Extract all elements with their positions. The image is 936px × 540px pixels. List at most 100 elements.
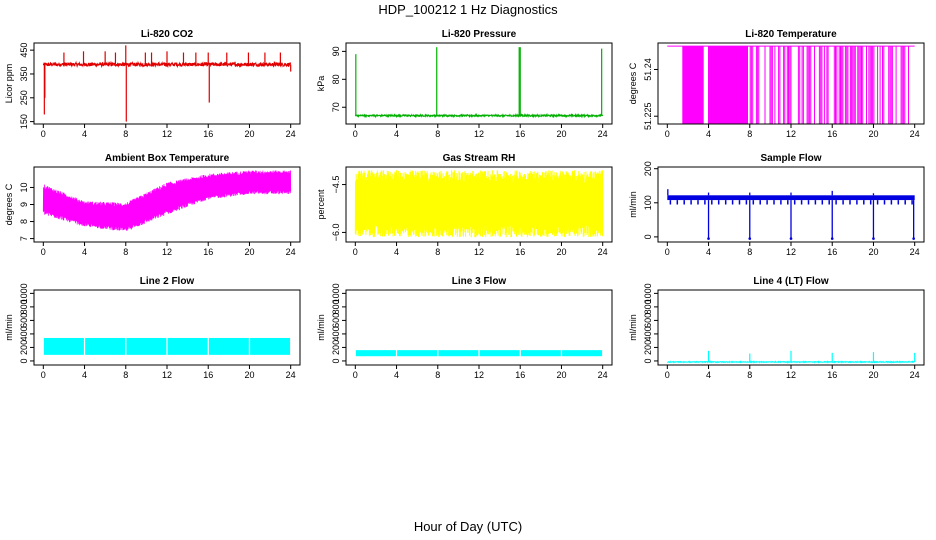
x-tick-label: 8 — [747, 370, 752, 380]
x-tick-label: 20 — [556, 247, 566, 257]
y-tick-label: 51.24 — [643, 58, 653, 81]
panel-co2: Li-820 CO2 0 4 8 12 16 20 24 150 250 350 450 Licor p… — [4, 29, 301, 139]
y-tick-label: 8 — [19, 219, 29, 224]
y-tick-label: 600 — [643, 313, 653, 328]
y-tick-label: 800 — [19, 299, 29, 314]
x-tick-label: 24 — [598, 370, 608, 380]
y-tick-label: 0 — [331, 358, 341, 363]
panel-title: Ambient Box Temperature — [105, 153, 230, 164]
series-drops — [682, 46, 909, 124]
x-tick-label: 20 — [868, 247, 878, 257]
series-line — [354, 112, 604, 119]
x-tick-label: 12 — [162, 247, 172, 257]
x-tick-label: 24 — [286, 370, 296, 380]
figure-title: HDP_100212 1 Hz Diagnostics — [378, 2, 558, 17]
y-tick-label: −6.0 — [331, 224, 341, 242]
x-tick-label: 12 — [162, 370, 172, 380]
y-tick-label: 51.225 — [643, 102, 653, 130]
x-tick-label: 20 — [556, 370, 566, 380]
panel-title: Li-820 CO2 — [141, 29, 194, 40]
series-band — [208, 337, 249, 355]
x-tick-label: 24 — [598, 129, 608, 139]
y-tick-label: 1000 — [331, 283, 341, 303]
panel-title: Sample Flow — [760, 153, 821, 164]
x-tick-label: 4 — [82, 370, 87, 380]
x-tick-label: 0 — [353, 247, 358, 257]
x-tick-label: 16 — [827, 247, 837, 257]
y-tick-label: 0 — [643, 234, 653, 239]
series-band — [85, 337, 126, 355]
dip-point — [789, 237, 793, 240]
dip-point — [707, 237, 710, 240]
x-tick-label: 12 — [474, 129, 484, 139]
panel-title: Gas Stream RH — [443, 153, 516, 164]
series-line — [42, 60, 292, 69]
x-tick-label: 24 — [598, 247, 608, 257]
x-tick-label: 4 — [82, 129, 87, 139]
y-axis-label: Licor ppm — [4, 64, 14, 104]
y-tick-label: 600 — [19, 313, 29, 328]
x-tick-label: 4 — [394, 129, 399, 139]
y-tick-label: 1000 — [643, 283, 653, 303]
series-line — [42, 170, 292, 231]
y-tick-label: 80 — [331, 74, 341, 84]
y-tick-label: 1000 — [19, 283, 29, 303]
panel-ambient_temp: Ambient Box Temperature 0 4 8 12 16 20 24 7 8 9 10 d… — [4, 153, 301, 257]
y-tick-label: 800 — [643, 299, 653, 314]
x-tick-label: 12 — [786, 129, 796, 139]
x-tick-label: 20 — [556, 129, 566, 139]
y-tick-label: 800 — [331, 299, 341, 314]
x-tick-label: 4 — [394, 247, 399, 257]
x-tick-label: 4 — [706, 129, 711, 139]
series-small-dips — [669, 200, 913, 205]
panel-rh: Gas Stream RH 0 4 8 12 16 20 24 −6.0 −4.5 percent — [316, 153, 613, 257]
y-tick-label: 450 — [19, 43, 29, 58]
y-tick-label: 250 — [19, 90, 29, 105]
dip-point — [748, 237, 752, 240]
y-axis-label: percent — [316, 189, 326, 220]
x-tick-label: 12 — [786, 370, 796, 380]
figure-xlabel: Hour of Day (UTC) — [414, 519, 522, 534]
y-tick-label: 400 — [331, 326, 341, 341]
x-tick-label: 4 — [706, 370, 711, 380]
series-band — [355, 350, 396, 357]
series-band — [479, 350, 520, 357]
panels-grid: Li-820 CO2 0 4 8 12 16 20 24 150 250 350 450 Licor p… — [4, 29, 925, 380]
panel-title: Line 3 Flow — [452, 276, 507, 287]
x-tick-label: 0 — [353, 370, 358, 380]
x-tick-label: 16 — [203, 370, 213, 380]
series-band — [250, 337, 291, 355]
x-tick-label: 4 — [394, 370, 399, 380]
y-tick-label: 600 — [331, 313, 341, 328]
y-axis-label: ml/min — [316, 314, 326, 341]
panel-line4_flow: Line 4 (LT) Flow 0 4 8 12 16 20 24 0 200400600800… — [628, 276, 925, 380]
plot-frame — [345, 42, 613, 125]
y-tick-label: 150 — [19, 114, 29, 129]
series-band — [126, 337, 167, 355]
x-tick-label: 8 — [747, 247, 752, 257]
x-tick-label: 16 — [203, 129, 213, 139]
series-band — [167, 337, 208, 355]
x-tick-label: 20 — [244, 129, 254, 139]
series-band — [520, 350, 561, 357]
x-tick-label: 8 — [747, 129, 752, 139]
x-tick-label: 16 — [827, 129, 837, 139]
x-tick-label: 20 — [868, 370, 878, 380]
y-axis-label: ml/min — [628, 191, 638, 218]
x-tick-label: 16 — [827, 370, 837, 380]
y-tick-label: 200 — [643, 161, 653, 176]
x-tick-label: 16 — [515, 129, 525, 139]
x-tick-label: 0 — [41, 370, 46, 380]
x-tick-label: 0 — [665, 370, 670, 380]
y-tick-label: 90 — [331, 46, 341, 56]
series-band — [562, 350, 603, 357]
y-tick-label: 200 — [331, 340, 341, 355]
x-tick-label: 24 — [910, 247, 920, 257]
y-tick-label: 0 — [19, 358, 29, 363]
x-tick-label: 0 — [41, 129, 46, 139]
y-tick-label: 350 — [19, 66, 29, 81]
dip-point — [830, 237, 834, 240]
y-tick-label: 400 — [19, 326, 29, 341]
panel-licor_temp: Li-820 Temperature 0 4 8 12 16 20 24 51.225 51.24… — [628, 29, 925, 139]
